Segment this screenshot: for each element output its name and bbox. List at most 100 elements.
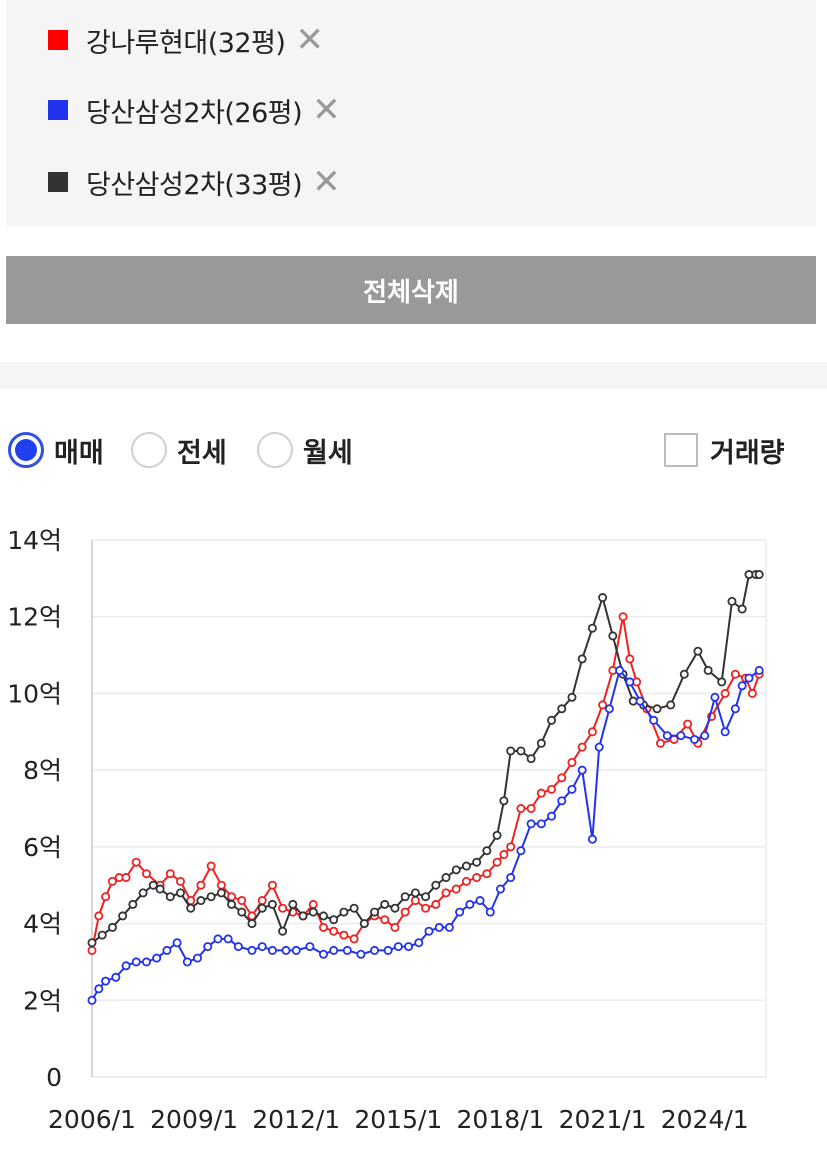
legend-swatch-2 bbox=[48, 172, 68, 192]
legend-label-0: 강나루현대(32평) bbox=[86, 27, 286, 59]
data-point bbox=[492, 857, 502, 867]
close-icon[interactable]: ✕ bbox=[312, 162, 341, 202]
data-point bbox=[267, 899, 277, 909]
data-point bbox=[400, 892, 410, 902]
y-tick-label: 0 bbox=[46, 1063, 62, 1092]
data-point bbox=[727, 596, 737, 606]
data-point bbox=[710, 692, 720, 702]
data-point bbox=[186, 903, 196, 913]
delete-all-button[interactable]: 전체삭제 bbox=[6, 256, 816, 324]
data-point bbox=[441, 888, 451, 898]
legend-panel: 강나루현대(32평) ✕ 당산삼성2차(26평) ✕ 당산삼성2차(33평) ✕ bbox=[6, 0, 816, 226]
data-point bbox=[754, 570, 764, 580]
data-point bbox=[107, 876, 117, 886]
x-axis-ticks: 2006/1 2009/1 2012/1 2015/1 2018/1 2021/1 2024… bbox=[48, 1105, 749, 1134]
y-tick-label: 6억 bbox=[23, 833, 62, 862]
data-point bbox=[737, 604, 747, 614]
data-point bbox=[472, 857, 482, 867]
data-point bbox=[676, 731, 686, 741]
data-point bbox=[233, 942, 243, 952]
data-point bbox=[690, 734, 700, 744]
radio-checked-icon[interactable] bbox=[8, 432, 44, 468]
chart-grid bbox=[91, 539, 767, 1078]
data-point bbox=[598, 593, 608, 603]
data-point bbox=[101, 892, 111, 902]
data-point bbox=[359, 919, 369, 929]
data-point bbox=[318, 922, 328, 932]
y-axis-ticks: 0 2억 4억 6억 8억 10억 12억 14억 bbox=[7, 526, 62, 1092]
data-point bbox=[536, 788, 546, 798]
data-point bbox=[410, 896, 420, 906]
data-point bbox=[461, 861, 471, 871]
radio-monthly-rent[interactable]: 월세 bbox=[257, 428, 353, 472]
data-point bbox=[492, 830, 502, 840]
radio-jeonse[interactable]: 전세 bbox=[131, 428, 227, 472]
chart-series bbox=[87, 570, 764, 1005]
data-point bbox=[404, 942, 414, 952]
data-point bbox=[608, 631, 618, 641]
data-point bbox=[148, 880, 158, 890]
data-point bbox=[465, 899, 475, 909]
data-point bbox=[693, 646, 703, 656]
close-icon[interactable]: ✕ bbox=[295, 20, 324, 60]
volume-checkbox-option[interactable]: 거래량 bbox=[664, 428, 785, 472]
y-tick-label: 2억 bbox=[23, 986, 62, 1015]
data-point bbox=[547, 811, 557, 821]
radio-unchecked-icon[interactable] bbox=[257, 432, 293, 468]
data-point bbox=[278, 926, 288, 936]
data-point bbox=[720, 688, 730, 698]
data-point bbox=[356, 949, 366, 959]
data-point bbox=[536, 738, 546, 748]
data-point bbox=[206, 861, 216, 871]
data-point bbox=[267, 945, 277, 955]
checkbox-icon[interactable] bbox=[664, 433, 698, 467]
data-point bbox=[329, 945, 339, 955]
data-point bbox=[536, 819, 546, 829]
radio-unchecked-icon[interactable] bbox=[131, 432, 167, 468]
data-point bbox=[421, 903, 431, 913]
data-point bbox=[223, 934, 233, 944]
data-point bbox=[662, 731, 672, 741]
data-point bbox=[526, 803, 536, 813]
data-point bbox=[87, 945, 97, 955]
data-point bbox=[482, 846, 492, 856]
data-point bbox=[414, 938, 424, 948]
data-point bbox=[547, 715, 557, 725]
data-point bbox=[730, 704, 740, 714]
radio-sale[interactable]: 매매 bbox=[8, 428, 104, 472]
data-point bbox=[152, 953, 162, 963]
data-point bbox=[257, 942, 267, 952]
data-point bbox=[526, 754, 536, 764]
y-tick-label: 12억 bbox=[7, 603, 62, 632]
x-tick-label: 2015/1 bbox=[354, 1105, 442, 1134]
data-point bbox=[441, 873, 451, 883]
x-tick-label: 2006/1 bbox=[48, 1105, 136, 1134]
data-point bbox=[329, 926, 339, 936]
data-point bbox=[206, 892, 216, 902]
data-point bbox=[196, 896, 206, 906]
legend-item-2: 당산삼성2차(33평) ✕ bbox=[48, 162, 341, 202]
data-point bbox=[339, 907, 349, 917]
data-point bbox=[342, 945, 352, 955]
data-point bbox=[557, 773, 567, 783]
data-point bbox=[567, 692, 577, 702]
data-point bbox=[737, 681, 747, 691]
data-point bbox=[390, 922, 400, 932]
data-point bbox=[393, 942, 403, 952]
radio-label-monthly: 월세 bbox=[303, 437, 353, 469]
data-point bbox=[237, 907, 247, 917]
series-2 bbox=[87, 570, 764, 948]
close-icon[interactable]: ✕ bbox=[312, 90, 341, 130]
data-point bbox=[754, 665, 764, 675]
data-point bbox=[516, 803, 526, 813]
data-point bbox=[267, 880, 277, 890]
radio-label-sale: 매매 bbox=[54, 437, 104, 469]
data-point bbox=[604, 704, 614, 714]
data-point bbox=[499, 850, 509, 860]
data-point bbox=[557, 796, 567, 806]
data-point bbox=[410, 888, 420, 898]
data-point bbox=[744, 673, 754, 683]
data-point bbox=[495, 884, 505, 894]
legend-label-2: 당산삼성2차(33평) bbox=[86, 169, 303, 201]
data-point bbox=[475, 896, 485, 906]
